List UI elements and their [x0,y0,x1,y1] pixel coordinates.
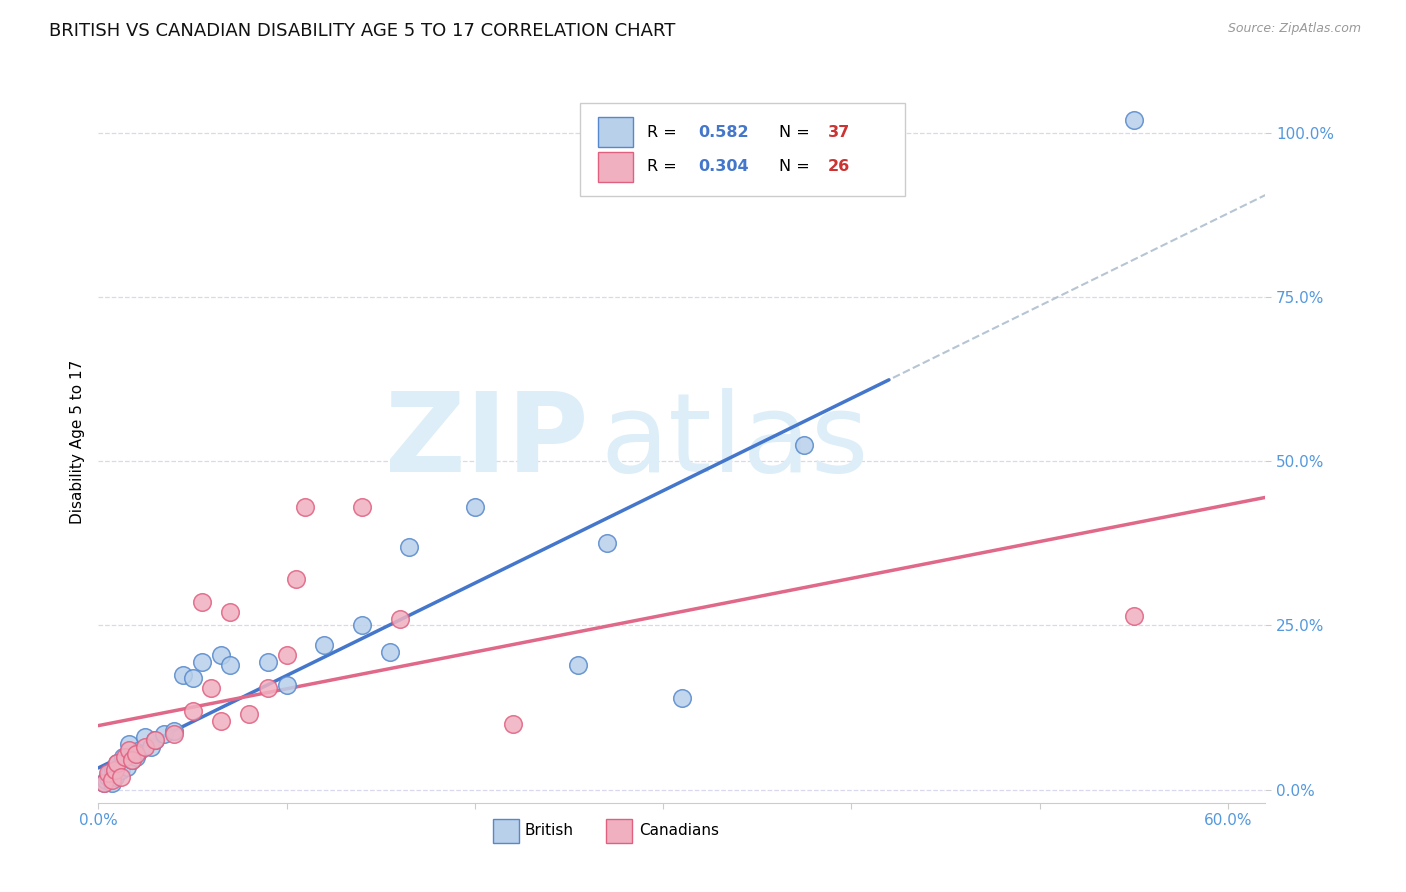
Point [388,612,411,626]
Point [110,770,132,784]
Point [121,753,143,767]
Text: 37: 37 [828,125,851,140]
Text: 26: 26 [828,160,851,175]
Point [200,681,222,695]
Point [94,772,117,787]
Text: Canadians: Canadians [638,823,718,838]
Point [181,704,204,718]
Point [276,677,298,691]
Text: N =: N = [779,125,814,140]
Point [128,743,150,757]
Point [125,747,148,761]
Point [238,707,260,722]
Point [105,756,128,771]
Point [103,763,125,777]
Point [1122,112,1144,127]
Point [1122,608,1144,623]
Point [219,657,242,672]
Point [671,690,693,705]
Point [104,770,127,784]
Point [380,645,402,659]
Point [181,671,204,685]
Point [256,681,278,695]
Point [110,763,132,777]
Text: N =: N = [779,160,814,175]
Point [125,749,148,764]
Point [134,730,156,744]
Point [97,766,120,780]
Text: 0.304: 0.304 [699,160,749,175]
Text: ZIP: ZIP [385,388,589,495]
Point [117,737,139,751]
Point [104,763,127,777]
Point [114,749,136,764]
Point [98,766,121,780]
Point [567,657,589,672]
Point [294,500,316,515]
Point [191,595,214,609]
Point [191,655,214,669]
Text: R =: R = [647,125,682,140]
Point [285,573,308,587]
Point [314,638,336,652]
FancyBboxPatch shape [581,103,905,196]
Point [93,776,115,790]
FancyBboxPatch shape [494,820,519,843]
FancyBboxPatch shape [606,820,631,843]
Point [111,749,134,764]
Text: Source: ZipAtlas.com: Source: ZipAtlas.com [1227,22,1361,36]
Y-axis label: Disability Age 5 to 17: Disability Age 5 to 17 [69,359,84,524]
Point [153,727,176,741]
FancyBboxPatch shape [598,117,633,147]
Text: atlas: atlas [600,388,869,495]
Point [105,756,128,771]
FancyBboxPatch shape [598,152,633,182]
Point [464,500,486,515]
Point [139,739,162,754]
Point [163,723,186,738]
Point [115,760,138,774]
Point [209,714,232,728]
Point [143,733,166,747]
Text: 0.582: 0.582 [699,125,749,140]
Point [276,648,298,662]
Point [121,753,143,767]
Point [100,772,122,787]
Point [100,776,122,790]
Point [93,776,115,790]
Point [163,727,186,741]
Point [502,717,524,731]
Text: British: British [524,823,574,838]
Point [143,733,166,747]
Point [256,655,278,669]
Point [172,667,194,681]
Point [209,648,232,662]
Point [793,438,815,452]
Point [398,540,420,554]
Point [117,743,139,757]
Point [595,536,617,550]
Point [350,500,373,515]
Text: BRITISH VS CANADIAN DISABILITY AGE 5 TO 17 CORRELATION CHART: BRITISH VS CANADIAN DISABILITY AGE 5 TO … [49,22,676,40]
Point [134,739,156,754]
Point [219,605,242,619]
Point [350,618,373,632]
Text: R =: R = [647,160,682,175]
Point [97,770,120,784]
